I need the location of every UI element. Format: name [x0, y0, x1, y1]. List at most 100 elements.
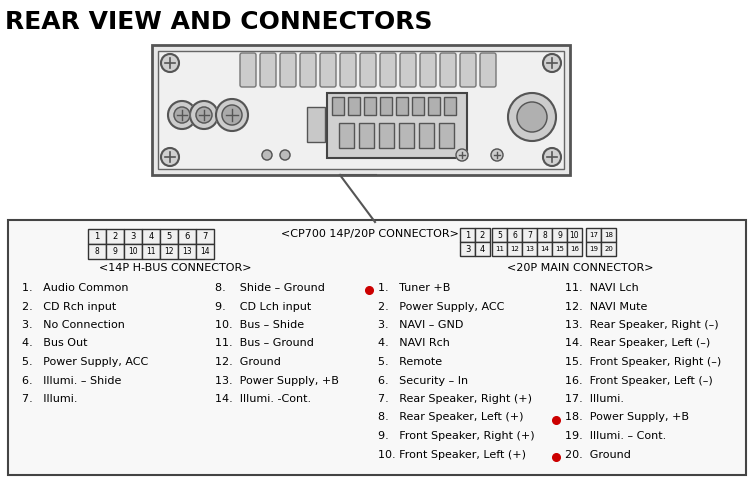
Text: 20.  Ground: 20. Ground	[565, 449, 631, 459]
Text: 6: 6	[512, 230, 517, 240]
Bar	[380, 97, 392, 115]
Text: <20P MAIN CONNECTOR>: <20P MAIN CONNECTOR>	[507, 263, 653, 273]
Bar	[106, 244, 124, 259]
Bar	[552, 242, 567, 256]
Text: 14: 14	[540, 246, 549, 252]
Text: 14.  Rear Speaker, Left (–): 14. Rear Speaker, Left (–)	[565, 338, 710, 348]
Bar	[601, 242, 616, 256]
Text: 18.  Power Supply, +B: 18. Power Supply, +B	[565, 412, 689, 422]
Text: 9.   Front Speaker, Right (+): 9. Front Speaker, Right (+)	[378, 431, 535, 441]
Bar	[124, 244, 142, 259]
Text: 15.  Front Speaker, Right (–): 15. Front Speaker, Right (–)	[565, 357, 721, 367]
Text: 18: 18	[604, 232, 613, 238]
Bar	[379, 123, 394, 148]
Text: 8: 8	[95, 247, 99, 256]
Bar	[439, 123, 454, 148]
Bar	[522, 242, 537, 256]
Text: 11.  Bus – Ground: 11. Bus – Ground	[215, 338, 314, 348]
Text: <14P H-BUS CONNECTOR>: <14P H-BUS CONNECTOR>	[99, 263, 251, 273]
Bar	[158, 51, 564, 169]
Text: 9.    CD Lch input: 9. CD Lch input	[215, 301, 311, 312]
Text: 13: 13	[525, 246, 534, 252]
Bar	[196, 244, 214, 259]
Text: 2.   Power Supply, ACC: 2. Power Supply, ACC	[378, 301, 505, 312]
Text: REAR VIEW AND CONNECTORS: REAR VIEW AND CONNECTORS	[5, 10, 432, 34]
Text: 3: 3	[130, 232, 135, 241]
FancyBboxPatch shape	[400, 53, 416, 87]
Text: 11: 11	[495, 246, 504, 252]
Text: 17.  Illumi.: 17. Illumi.	[565, 394, 624, 404]
Bar	[160, 244, 178, 259]
Text: 6: 6	[184, 232, 190, 241]
Text: 11: 11	[146, 247, 156, 256]
FancyBboxPatch shape	[260, 53, 276, 87]
Bar	[396, 97, 408, 115]
Bar	[142, 229, 160, 244]
Circle shape	[216, 99, 248, 131]
FancyBboxPatch shape	[460, 53, 476, 87]
Bar	[460, 242, 475, 256]
Text: 14: 14	[200, 247, 210, 256]
Circle shape	[196, 107, 212, 123]
Text: 12: 12	[510, 246, 519, 252]
FancyBboxPatch shape	[340, 53, 356, 87]
Bar	[364, 97, 376, 115]
Text: 4.   Bus Out: 4. Bus Out	[22, 338, 87, 348]
Circle shape	[174, 107, 190, 123]
Text: 5: 5	[497, 230, 502, 240]
Bar	[88, 244, 106, 259]
Text: 10: 10	[128, 247, 138, 256]
Bar	[475, 228, 490, 242]
Circle shape	[280, 150, 290, 160]
Text: 2: 2	[112, 232, 117, 241]
Circle shape	[543, 148, 561, 166]
Bar	[475, 242, 490, 256]
Text: 1: 1	[465, 230, 470, 240]
Text: <CP700 14P/20P CONNECTOR>: <CP700 14P/20P CONNECTOR>	[281, 229, 459, 239]
Bar	[348, 97, 360, 115]
Text: 5: 5	[166, 232, 171, 241]
Text: 9: 9	[113, 247, 117, 256]
Text: 19: 19	[589, 246, 598, 252]
Text: 13: 13	[182, 247, 192, 256]
Bar	[359, 123, 374, 148]
Bar	[124, 229, 142, 244]
Text: 13.  Rear Speaker, Right (–): 13. Rear Speaker, Right (–)	[565, 320, 719, 330]
Text: 20: 20	[604, 246, 613, 252]
FancyBboxPatch shape	[420, 53, 436, 87]
Bar	[412, 97, 424, 115]
Text: 14.  Illumi. -Cont.: 14. Illumi. -Cont.	[215, 394, 311, 404]
Bar	[586, 242, 601, 256]
Text: 8: 8	[542, 230, 547, 240]
Text: 19.  Illumi. – Cont.: 19. Illumi. – Cont.	[565, 431, 666, 441]
Bar	[8, 220, 746, 475]
Circle shape	[456, 149, 468, 161]
FancyBboxPatch shape	[440, 53, 456, 87]
Text: 2.   CD Rch input: 2. CD Rch input	[22, 301, 117, 312]
FancyBboxPatch shape	[280, 53, 296, 87]
Text: 12.  Ground: 12. Ground	[215, 357, 281, 367]
Text: 17: 17	[589, 232, 598, 238]
Text: 10. Front Speaker, Left (+): 10. Front Speaker, Left (+)	[378, 449, 526, 459]
Text: 3.   No Connection: 3. No Connection	[22, 320, 125, 330]
Text: 16: 16	[570, 246, 579, 252]
Text: 11.  NAVI Lch: 11. NAVI Lch	[565, 283, 638, 293]
Text: 6.   Security – In: 6. Security – In	[378, 375, 468, 385]
Text: 1.   Audio Common: 1. Audio Common	[22, 283, 129, 293]
Circle shape	[190, 101, 218, 129]
Circle shape	[222, 105, 242, 125]
Text: 5.   Remote: 5. Remote	[378, 357, 442, 367]
Text: 1.   Tuner +B: 1. Tuner +B	[378, 283, 450, 293]
Text: 16.  Front Speaker, Left (–): 16. Front Speaker, Left (–)	[565, 375, 713, 385]
Bar	[339, 123, 354, 148]
Bar	[327, 93, 467, 158]
Text: 7: 7	[202, 232, 208, 241]
Bar	[142, 244, 160, 259]
Text: 5.   Power Supply, ACC: 5. Power Supply, ACC	[22, 357, 148, 367]
Bar	[492, 228, 507, 242]
Text: 8.   Rear Speaker, Left (+): 8. Rear Speaker, Left (+)	[378, 412, 523, 422]
Bar	[601, 228, 616, 242]
Bar	[507, 228, 522, 242]
Text: 9: 9	[557, 230, 562, 240]
Circle shape	[262, 150, 272, 160]
